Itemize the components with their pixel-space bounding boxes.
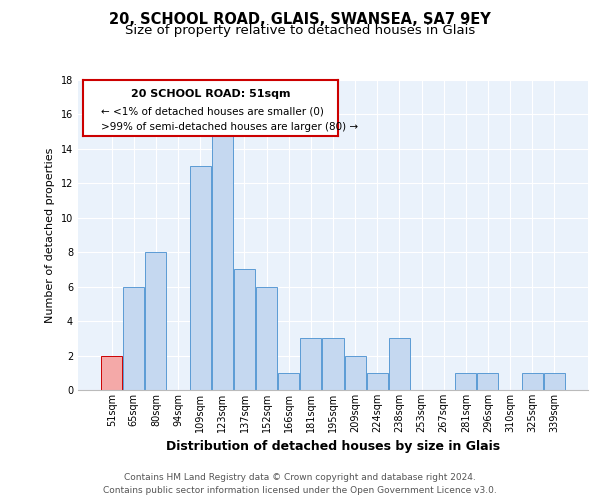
Bar	[124, 286, 145, 390]
Bar	[344, 356, 365, 390]
Bar	[389, 338, 410, 390]
Bar	[101, 356, 122, 390]
Bar	[322, 338, 344, 390]
Bar	[544, 373, 565, 390]
Bar	[301, 338, 322, 390]
Text: ← <1% of detached houses are smaller (0): ← <1% of detached houses are smaller (0)	[101, 106, 324, 116]
Text: >99% of semi-detached houses are larger (80) →: >99% of semi-detached houses are larger …	[101, 122, 358, 132]
Bar	[190, 166, 211, 390]
Bar	[278, 373, 299, 390]
Bar	[234, 270, 255, 390]
Text: 20 SCHOOL ROAD: 51sqm: 20 SCHOOL ROAD: 51sqm	[131, 89, 290, 99]
Bar	[367, 373, 388, 390]
Bar	[212, 132, 233, 390]
X-axis label: Distribution of detached houses by size in Glais: Distribution of detached houses by size …	[166, 440, 500, 454]
Bar	[478, 373, 499, 390]
Bar	[521, 373, 542, 390]
Text: 20, SCHOOL ROAD, GLAIS, SWANSEA, SA7 9EY: 20, SCHOOL ROAD, GLAIS, SWANSEA, SA7 9EY	[109, 12, 491, 28]
Bar	[145, 252, 166, 390]
Bar	[455, 373, 476, 390]
Bar	[256, 286, 277, 390]
Y-axis label: Number of detached properties: Number of detached properties	[45, 148, 55, 322]
Text: Contains HM Land Registry data © Crown copyright and database right 2024.
Contai: Contains HM Land Registry data © Crown c…	[103, 473, 497, 495]
Text: Size of property relative to detached houses in Glais: Size of property relative to detached ho…	[125, 24, 475, 37]
